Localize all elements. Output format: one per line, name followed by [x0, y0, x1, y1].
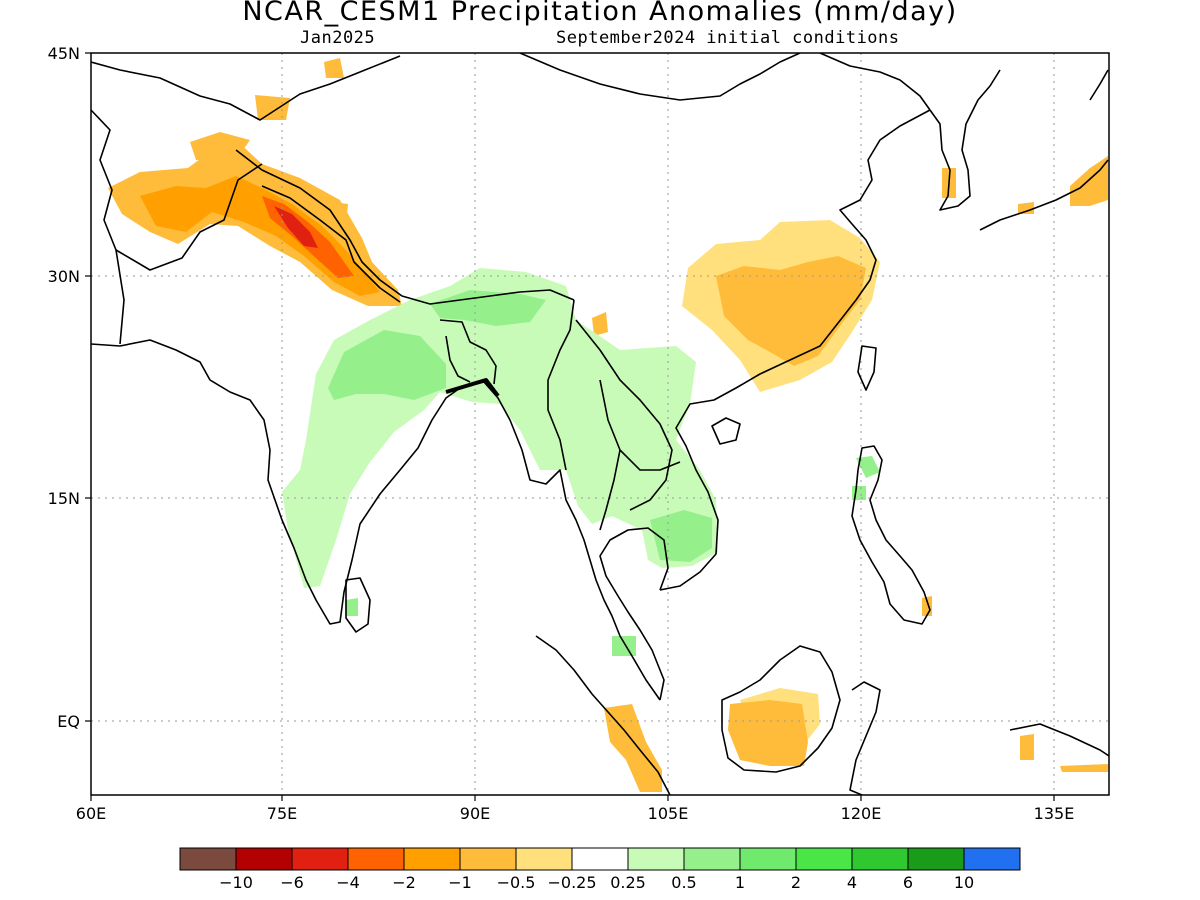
y-tick-label: 15N	[48, 489, 80, 508]
dry-anomaly-hainan-area	[592, 312, 608, 336]
colorbar-swatch	[795, 847, 853, 871]
y-tick-label: EQ	[57, 712, 80, 731]
anomaly-shading	[108, 58, 1108, 792]
x-tick-label: 105E	[648, 804, 689, 823]
colorbar-swatch	[683, 847, 741, 871]
y-axis-labels: 45N 30N 15N EQ	[48, 44, 80, 731]
chart-title: NCAR_CESM1 Precipitation Anomalies (mm/d…	[242, 0, 958, 27]
dry-anomaly-china-core	[716, 256, 866, 366]
colorbar: −10 −6 −4 −2 −1 −0.5 −0.25 0.25 0.5 1 2 4 6 10	[179, 847, 1021, 892]
target-month-label: Jan2025	[300, 28, 376, 48]
colorbar-swatch	[403, 847, 461, 871]
colorbar-swatch	[851, 847, 909, 871]
colorbar-label: 10	[954, 873, 974, 892]
dry-anomaly-east	[922, 596, 1108, 772]
colorbar-swatch	[739, 847, 797, 871]
colorbar-swatch	[515, 847, 573, 871]
colorbar-label: 0.5	[671, 873, 696, 892]
x-tick-label: 135E	[1034, 804, 1075, 823]
colorbar-swatch	[963, 847, 1021, 871]
colorbar-label: 4	[847, 873, 857, 892]
colorbar-label: 6	[903, 873, 913, 892]
y-tick-label: 45N	[48, 44, 80, 63]
gridlines	[91, 53, 1109, 795]
init-conditions-label: September2024 initial conditions	[556, 28, 900, 48]
colorbar-label: −6	[280, 873, 304, 892]
colorbar-swatch	[347, 847, 405, 871]
dry-anomaly-japan	[942, 156, 1108, 214]
dry-anomaly-pakistan-core	[140, 176, 380, 296]
colorbar-label: −0.25	[547, 873, 596, 892]
colorbar-swatch	[627, 847, 685, 871]
x-tick-label: 60E	[76, 804, 106, 823]
dry-anomaly-borneo-core	[728, 700, 808, 766]
colorbar-label: −4	[336, 873, 360, 892]
colorbar-label: −0.5	[497, 873, 536, 892]
colorbar-label: −1	[448, 873, 472, 892]
x-tick-label: 120E	[841, 804, 882, 823]
colorbar-swatch	[571, 847, 629, 871]
colorbar-swatch	[235, 847, 293, 871]
coastlines	[91, 53, 1109, 795]
colorbar-label: 1	[735, 873, 745, 892]
colorbar-swatch	[291, 847, 349, 871]
plot-frame	[90, 52, 1110, 796]
colorbar-label: −10	[219, 873, 253, 892]
x-axis-labels: 60E 75E 90E 105E 120E 135E	[76, 804, 1075, 823]
dry-anomaly-north	[190, 58, 348, 226]
colorbar-swatch	[459, 847, 517, 871]
dry-anomaly-himalaya-peak	[274, 206, 318, 248]
colorbar-swatch	[179, 847, 237, 871]
colorbar-label: 2	[791, 873, 801, 892]
colorbar-swatch	[907, 847, 965, 871]
axis-ticks	[85, 52, 1055, 801]
dry-anomaly-sumatra	[604, 704, 662, 792]
x-tick-label: 90E	[460, 804, 490, 823]
x-tick-label: 75E	[267, 804, 297, 823]
y-tick-label: 30N	[48, 267, 80, 286]
colorbar-label: 0.25	[610, 873, 646, 892]
colorbar-label: −2	[392, 873, 416, 892]
